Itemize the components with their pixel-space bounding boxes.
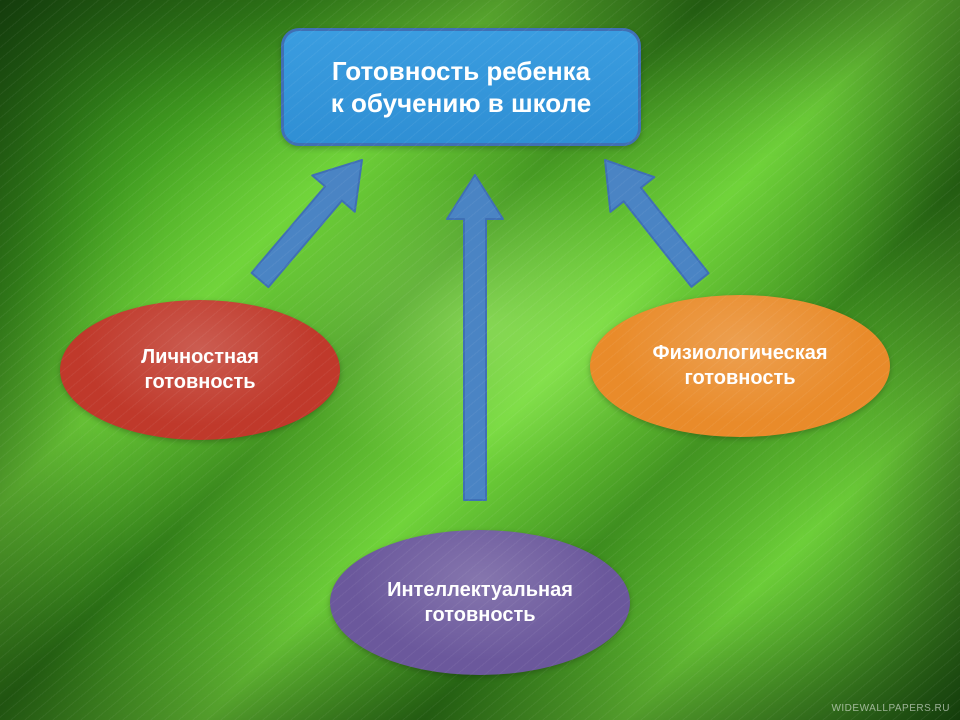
- ellipse-physiological-readiness: Физиологическаяготовность: [590, 295, 890, 437]
- ellipse-intellectual-readiness: Интеллектуальнаяготовность: [330, 530, 630, 675]
- arrow-intellect: [447, 175, 503, 500]
- arrow-personal: [252, 160, 362, 287]
- slide-background: Готовность ребенкак обучению в школе Лич…: [0, 0, 960, 720]
- ellipse-personal-readiness: Личностнаяготовность: [60, 300, 340, 440]
- title-box: Готовность ребенкак обучению в школе: [281, 28, 641, 146]
- watermark: WIDEWALLPAPERS.RU: [831, 703, 950, 714]
- arrow-physio: [605, 160, 709, 287]
